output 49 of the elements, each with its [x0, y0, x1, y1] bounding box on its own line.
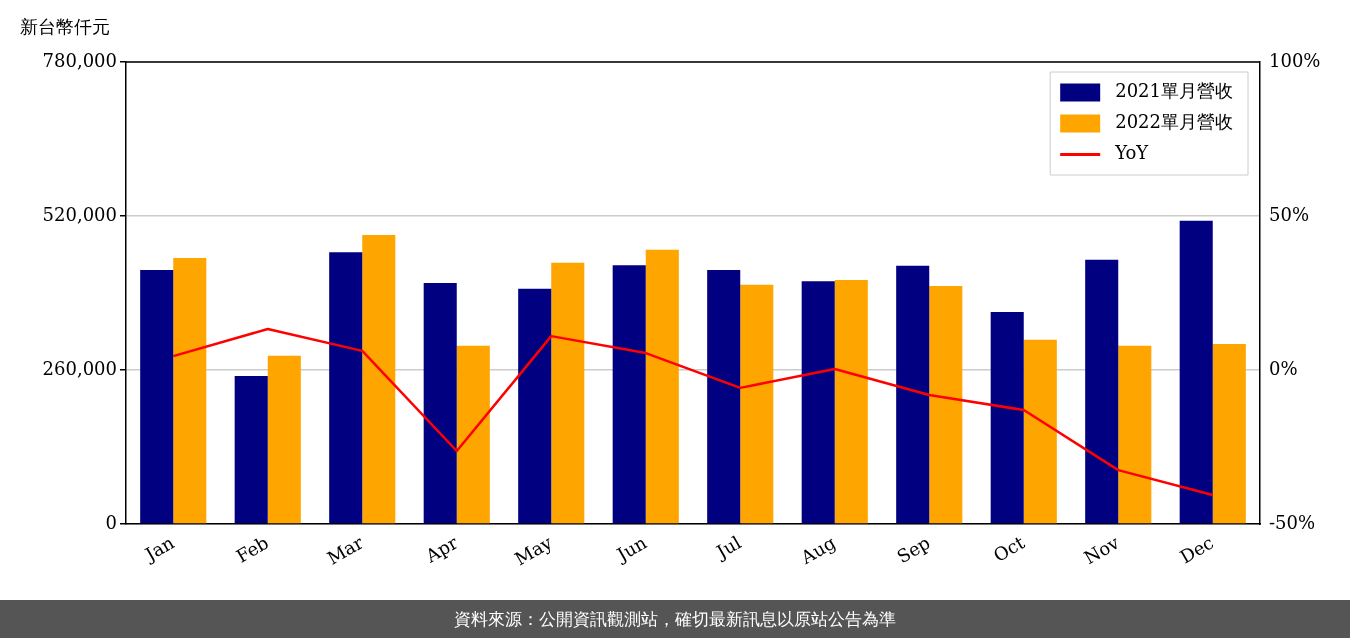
bar — [1085, 259, 1119, 524]
bar — [929, 285, 963, 524]
x-tick-label: Sep — [893, 531, 934, 568]
y-axis-title: 新台幣仟元 — [20, 15, 110, 37]
legend-label: 2022單月營收 — [1115, 111, 1233, 133]
x-tick-label: Jan — [139, 531, 178, 566]
bar — [423, 282, 457, 524]
bar — [518, 288, 552, 524]
x-tick-label: Dec — [1176, 531, 1218, 568]
y2-tick-label: 100% — [1269, 49, 1321, 71]
y-tick-label: 260,000 — [42, 357, 117, 379]
bar — [990, 311, 1024, 524]
bar — [645, 249, 679, 524]
bar — [1179, 220, 1213, 524]
x-tick-label: Jul — [711, 531, 745, 564]
y2-tick-label: 50% — [1269, 203, 1310, 225]
bar — [1023, 339, 1057, 524]
bar — [329, 252, 363, 524]
bar — [896, 265, 930, 524]
legend-label: 2021單月營收 — [1115, 80, 1233, 102]
x-tick-label: Mar — [323, 531, 367, 569]
bar — [267, 355, 301, 524]
x-tick-label: Aug — [796, 531, 840, 569]
bar — [234, 375, 268, 524]
bar — [707, 269, 741, 524]
bar — [612, 265, 646, 524]
x-tick-label: Feb — [232, 531, 273, 567]
bar — [801, 281, 835, 524]
bar — [1118, 345, 1152, 524]
bar — [362, 234, 396, 524]
bar — [740, 284, 774, 524]
y2-tick-label: 0% — [1269, 357, 1298, 379]
bar — [173, 258, 207, 524]
x-tick-label: Oct — [989, 531, 1029, 566]
bar — [1212, 343, 1246, 524]
bar — [551, 262, 585, 524]
x-tick-label: May — [511, 531, 557, 570]
y-tick-label: 780,000 — [42, 49, 117, 71]
x-tick-label: Apr — [421, 531, 462, 567]
y2-tick-label: -50% — [1269, 511, 1316, 533]
y-tick-label: 0 — [105, 511, 117, 533]
x-tick-label: Nov — [1080, 531, 1124, 569]
x-tick-label: Jun — [611, 531, 651, 567]
bar — [834, 279, 868, 524]
legend-label: YoY — [1114, 142, 1150, 164]
source-note: 資料來源：公開資訊觀測站，確切最新訊息以原站公告為準 — [0, 600, 1350, 638]
bar — [140, 269, 174, 524]
y-tick-label: 520,000 — [42, 203, 117, 225]
bar — [456, 345, 490, 524]
